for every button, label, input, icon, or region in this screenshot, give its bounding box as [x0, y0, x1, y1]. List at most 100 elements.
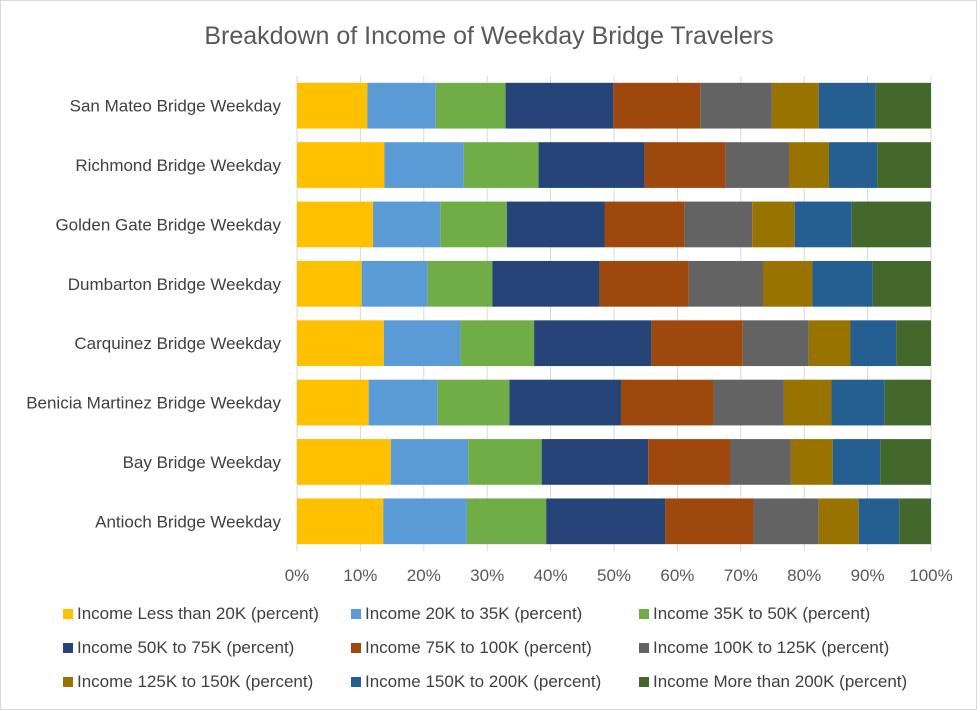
bar-segment: [788, 142, 829, 188]
bar-segment: [509, 379, 621, 426]
bar-segment: [831, 379, 885, 426]
legend: Income Less than 20K (percent) Income 20K…: [63, 604, 907, 691]
legend-swatch: [639, 643, 649, 653]
bar-segment: [851, 201, 931, 248]
legend-label: Income 100K to 125K (percent): [653, 638, 889, 657]
bar-segment: [297, 320, 384, 367]
bar-segment: [665, 498, 754, 545]
legend-swatch: [351, 609, 361, 619]
bar-segment: [492, 260, 600, 307]
bar-segment: [297, 439, 391, 485]
x-tick-label: 30%: [470, 566, 504, 585]
bar-segment: [884, 379, 931, 426]
bar-segment: [725, 142, 789, 188]
bar-segment: [752, 201, 795, 248]
bar-segment: [460, 320, 535, 367]
x-tick-label: 40%: [534, 566, 568, 585]
bar-segment: [648, 439, 731, 485]
bar-segment: [818, 498, 859, 545]
bar-segment: [858, 498, 900, 545]
legend-swatch: [639, 677, 649, 687]
category-label: Antioch Bridge Weekday: [95, 512, 281, 531]
bar-segment: [383, 498, 467, 545]
legend-label: Income Less than 20K (percent): [77, 604, 319, 623]
legend-label: Income 50K to 75K (percent): [77, 638, 294, 657]
bar-segment: [790, 439, 833, 485]
bar-segment: [367, 82, 436, 129]
x-tick-label: 90%: [851, 566, 885, 585]
bar-segment: [437, 379, 510, 426]
bar-segment: [832, 439, 881, 485]
bar-segment: [730, 439, 791, 485]
bar-segment: [651, 320, 743, 367]
x-tick-label: 20%: [407, 566, 441, 585]
x-tick-label: 60%: [660, 566, 694, 585]
bar-segment: [541, 439, 649, 485]
legend-label: Income 20K to 35K (percent): [365, 604, 582, 623]
bar-segment: [872, 260, 931, 307]
bar-segment: [297, 260, 362, 307]
legend-swatch: [351, 643, 361, 653]
bars: [297, 82, 931, 545]
bar-segment: [762, 260, 813, 307]
category-label: Bay Bridge Weekday: [123, 453, 282, 472]
bar-segment: [297, 142, 385, 188]
bar-segment: [468, 439, 542, 485]
bar-segment: [771, 82, 819, 129]
bar-segment: [534, 320, 652, 367]
bar-segment: [684, 201, 753, 248]
bar-segment: [700, 82, 772, 129]
bar-segment: [899, 498, 931, 545]
legend-label: Income More than 200K (percent): [653, 672, 907, 691]
bar-segment: [688, 260, 763, 307]
x-tick-label: 0%: [285, 566, 310, 585]
category-label: Richmond Bridge Weekday: [75, 156, 281, 175]
bar-segment: [368, 379, 438, 426]
bar-segment: [753, 498, 819, 545]
bar-segment: [812, 260, 873, 307]
category-label: Benicia Martinez Bridge Weekday: [26, 394, 281, 413]
bar-segment: [794, 201, 852, 248]
bar-segment: [880, 439, 931, 485]
bar-segment: [384, 142, 464, 188]
x-tick-label: 80%: [787, 566, 821, 585]
x-tick-label: 100%: [909, 566, 952, 585]
bar-segment: [440, 201, 507, 248]
x-tick-label: 10%: [343, 566, 377, 585]
category-label: Golden Gate Bridge Weekday: [55, 215, 281, 234]
bar-segment: [604, 201, 685, 248]
bar-segment: [620, 379, 714, 426]
bar-segment: [546, 498, 666, 545]
bar-segment: [644, 142, 726, 188]
legend-label: Income 150K to 200K (percent): [365, 672, 601, 691]
bar-segment: [877, 142, 931, 188]
bar-segment: [783, 379, 832, 426]
bar-segment: [505, 82, 614, 129]
bar-segment: [297, 498, 384, 545]
category-label: San Mateo Bridge Weekday: [70, 97, 282, 116]
category-labels: San Mateo Bridge Weekday Richmond Bridge …: [26, 97, 281, 532]
bar-segment: [742, 320, 809, 367]
category-label: Carquinez Bridge Weekday: [74, 334, 281, 353]
bar-segment: [599, 260, 689, 307]
bar-segment: [361, 260, 428, 307]
bar-segment: [818, 82, 876, 129]
bar-segment: [896, 320, 931, 367]
x-axis-ticks: 0% 10% 20% 30% 40% 50% 60% 70% 80% 90% 100%: [285, 566, 953, 585]
bar-segment: [297, 82, 368, 129]
bar-segment: [506, 201, 605, 248]
x-tick-label: 50%: [597, 566, 631, 585]
legend-swatch: [63, 609, 73, 619]
bar-segment: [427, 260, 493, 307]
bar-segment: [713, 379, 784, 426]
bar-segment: [383, 320, 461, 367]
legend-label: Income 125K to 150K (percent): [77, 672, 313, 691]
bar-segment: [613, 82, 701, 129]
bar-segment: [297, 379, 369, 426]
bar-segment: [390, 439, 469, 485]
legend-label: Income 35K to 50K (percent): [653, 604, 870, 623]
bar-segment: [850, 320, 897, 367]
bar-segment: [463, 142, 539, 188]
